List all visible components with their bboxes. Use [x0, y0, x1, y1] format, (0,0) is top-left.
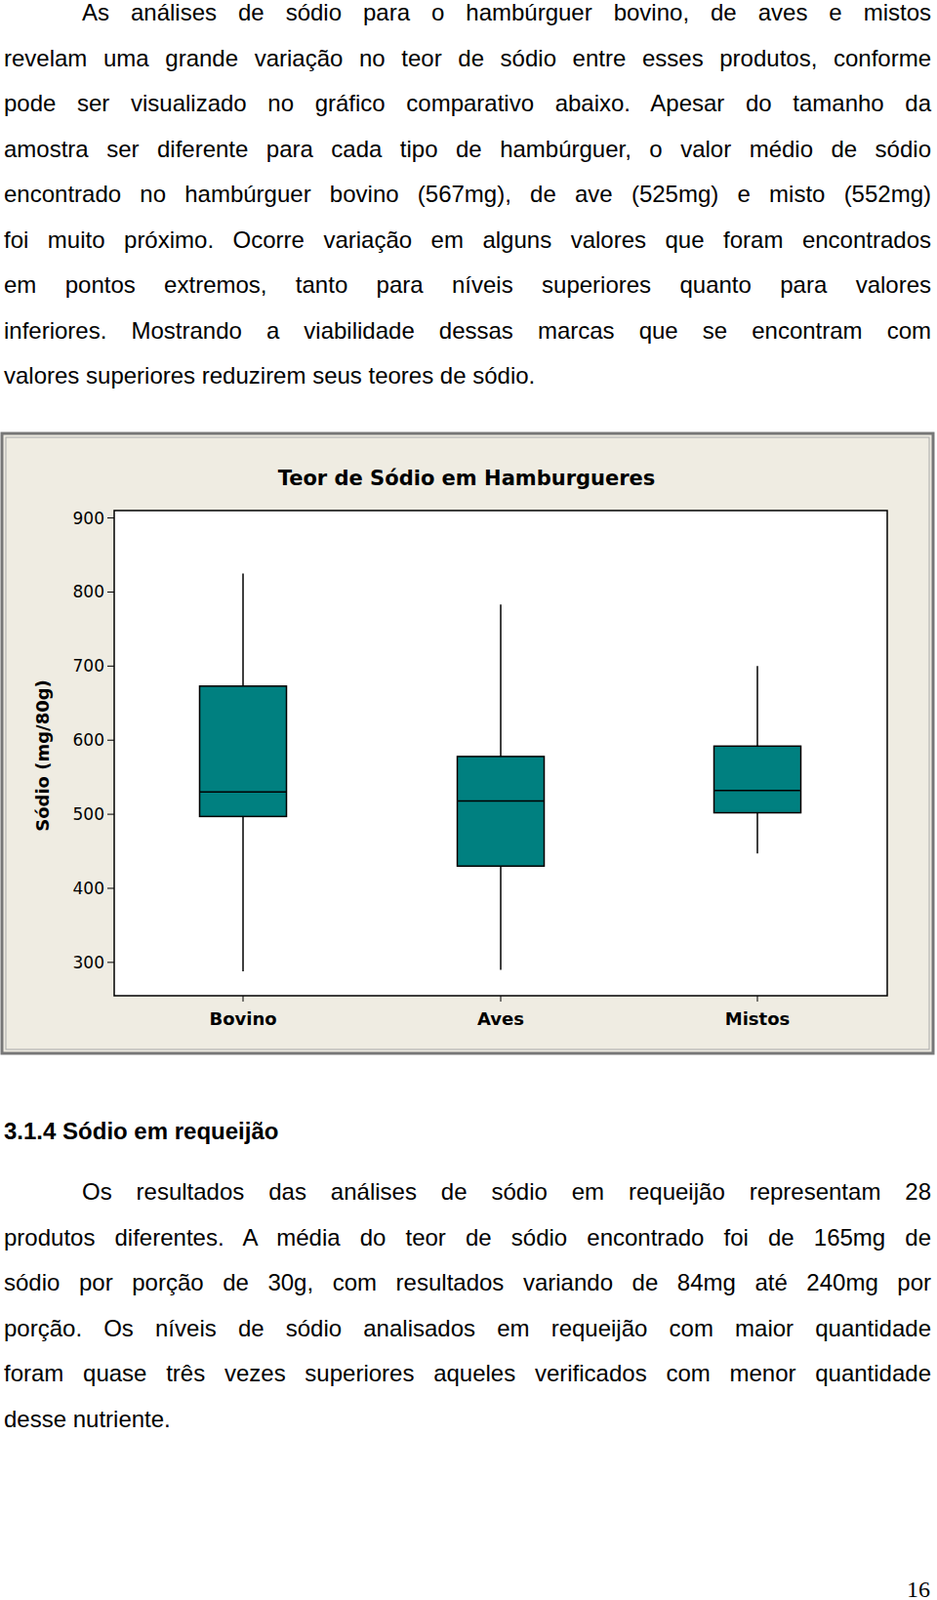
x-tick: [757, 995, 759, 1002]
box: [200, 686, 287, 817]
lower-whisker: [242, 815, 245, 972]
median: [714, 789, 802, 792]
upper-whisker: [499, 604, 502, 757]
x-tick-label: Bovino: [208, 1008, 277, 1029]
text-line: produtos diferentes. A média do teor de …: [3, 1222, 932, 1253]
lower-whisker: [499, 865, 502, 970]
x-tick: [243, 995, 245, 1002]
y-tick: [107, 517, 115, 519]
chart: Teor de Sódio em Hamburgueres Sódio (mg/8…: [0, 0, 937, 1600]
y-tick-label: 700: [73, 655, 105, 676]
x-tick-label: Aves: [477, 1008, 525, 1029]
median: [200, 791, 287, 794]
y-tick: [107, 591, 115, 593]
y-tick: [107, 961, 115, 963]
plot-area: [114, 510, 888, 996]
y-tick: [107, 814, 115, 815]
text-line: Os resultados das análises de sódio em r…: [81, 1177, 932, 1207]
upper-whisker: [756, 665, 759, 746]
y-tick: [107, 887, 115, 889]
text-line: amostra ser diferente para cada tipo de …: [3, 134, 932, 164]
text-line: foram quase três vezes superiores aquele…: [3, 1358, 932, 1388]
y-tick: [107, 739, 115, 741]
y-axis-label: Sódio (mg/80g): [32, 679, 53, 832]
box: [457, 756, 545, 866]
text-line: foi muito próximo. Ocorre variação em al…: [3, 225, 932, 255]
boxes: [200, 572, 802, 971]
text-line: sódio por porção de 30g, com resultados …: [3, 1267, 932, 1298]
text-line: pode ser visualizado no gráfico comparat…: [3, 88, 932, 119]
text-line: inferiores. Mostrando a viabilidade dess…: [3, 316, 932, 346]
y-tick-label: 900: [73, 508, 105, 529]
upper-whisker: [242, 572, 245, 686]
text-line: revelam uma grande variação no teor de s…: [3, 43, 932, 74]
section-heading: 3.1.4 Sódio em requeijão: [3, 1116, 279, 1146]
lower-whisker: [756, 813, 759, 855]
page-number: 16: [906, 1574, 931, 1600]
text-line: porção. Os níveis de sódio analisados em…: [3, 1313, 932, 1344]
plot-frame: [114, 510, 888, 996]
text-line: em pontos extremos, tanto para níveis su…: [3, 270, 932, 300]
chart-panel-inner: [5, 437, 930, 1050]
y-tick-label: 300: [73, 952, 105, 973]
y-tick: [107, 665, 115, 667]
y-tick-label: 800: [73, 581, 105, 602]
x-tick-label: Mistos: [725, 1008, 790, 1029]
text-line: desse nutriente.: [3, 1404, 932, 1434]
text-line: encontrado no hambúrguer bovino (567mg),…: [3, 179, 932, 209]
text-line: valores superiores reduzirem seus teores…: [3, 361, 932, 391]
y-tick-label: 500: [73, 804, 105, 824]
box: [714, 745, 802, 813]
text-line: As análises de sódio para o hambúrguer b…: [81, 0, 932, 28]
chart-title: Teor de Sódio em Hamburgueres: [278, 466, 656, 490]
y-tick-label: 400: [73, 878, 105, 898]
chart-panel: [1, 433, 934, 1054]
x-tick: [500, 995, 502, 1002]
median: [457, 800, 545, 803]
y-tick-label: 600: [73, 730, 105, 750]
